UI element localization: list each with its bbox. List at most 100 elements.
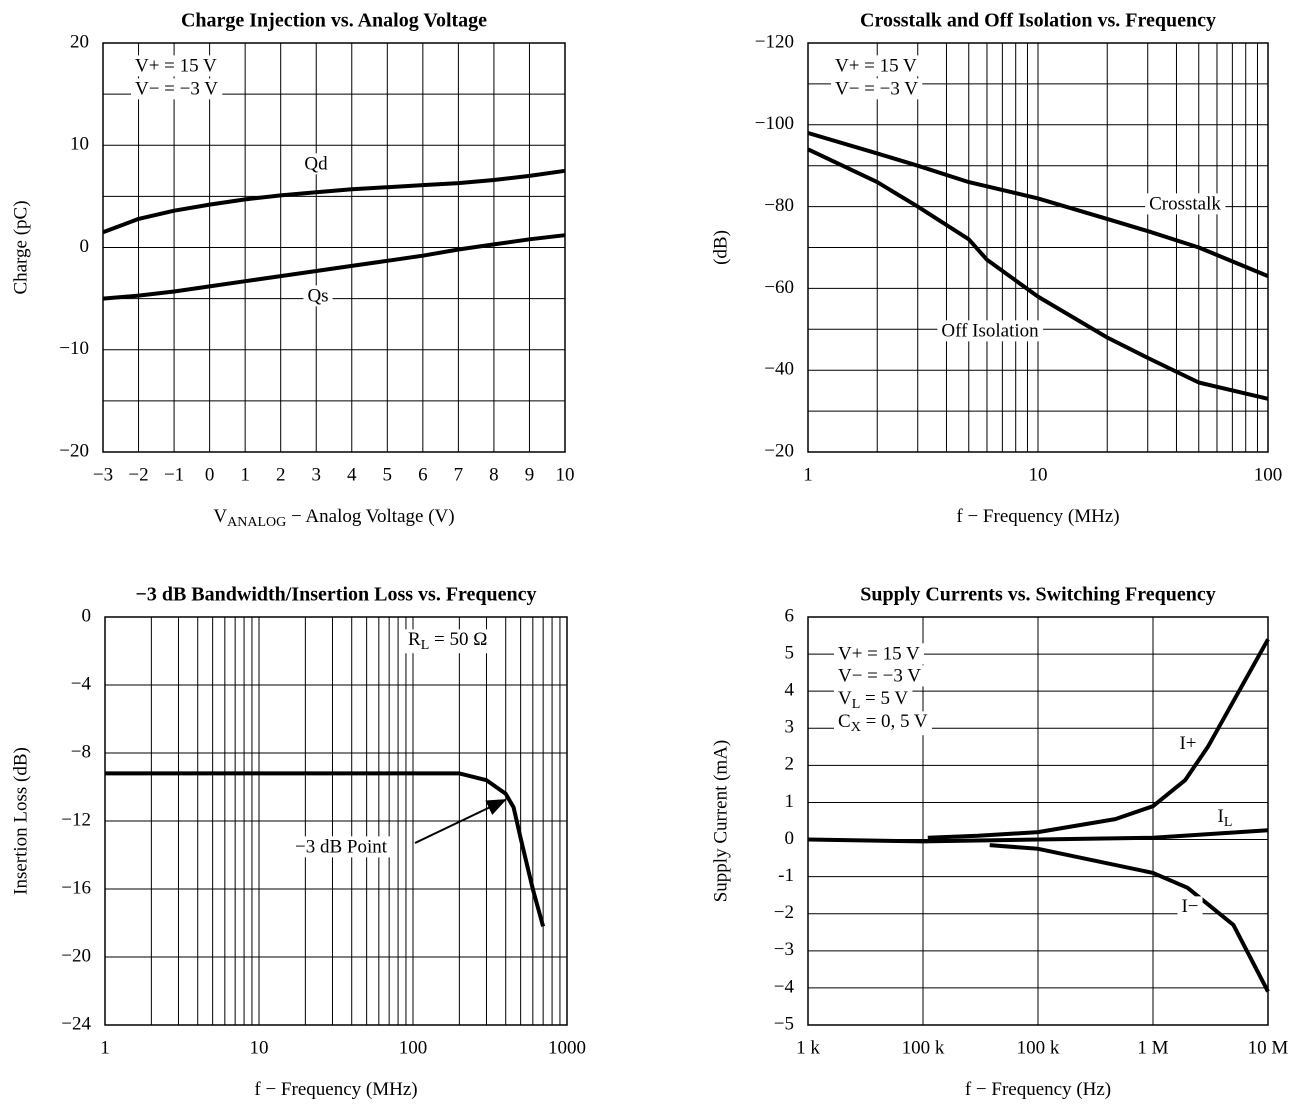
annotation: V− = −3 V (838, 665, 921, 686)
y-tick-label: −16 (61, 877, 91, 898)
label-background (831, 55, 922, 77)
y-tick-label: −5 (774, 1013, 794, 1034)
x-tick-label: 6 (418, 464, 428, 485)
y-tick-label: −10 (59, 338, 89, 359)
annotation-part: C (838, 711, 851, 732)
x-tick-label: 100 (399, 1037, 428, 1058)
x-tick-label: 100 (1254, 464, 1283, 485)
label-background (404, 629, 492, 654)
annotation-part: V (838, 688, 852, 709)
series-label: I+ (1179, 733, 1196, 754)
chart-title: −3 dB Bandwidth/Insertion Loss vs. Frequ… (135, 584, 536, 606)
label-background (834, 665, 926, 687)
label-background (303, 285, 333, 307)
annotation-part: = 50 Ω (429, 629, 487, 650)
annotation: V− = −3 V (835, 78, 918, 99)
y-tick-label: 0 (785, 828, 795, 849)
x-axis-label-part: − Analog Voltage (V) (286, 506, 454, 527)
label-background (1175, 733, 1201, 755)
x-tick-label: 8 (489, 464, 499, 485)
x-tick-label: 4 (347, 464, 357, 485)
label-background (131, 55, 222, 77)
annotation: CX = 0, 5 V (838, 711, 928, 735)
chart-title: Crosstalk and Off Isolation vs. Frequenc… (860, 10, 1216, 32)
x-tick-label: −1 (164, 464, 184, 485)
series-label-part: L (1224, 815, 1233, 830)
x-tick-label: 2 (276, 464, 286, 485)
y-tick-label: −12 (61, 809, 91, 830)
x-axis-label-part: ANALOG (227, 515, 286, 530)
series-label: Crosstalk (1149, 193, 1221, 214)
y-tick-label: −3 (774, 939, 794, 960)
series-line (807, 828, 1269, 844)
chart-title: Charge Injection vs. Analog Voltage (181, 10, 487, 32)
series-label-part: I (1218, 806, 1224, 827)
y-tick-label: 2 (785, 754, 795, 775)
annotation: RL = 50 Ω (408, 629, 487, 653)
x-tick-label: 0 (205, 464, 215, 485)
y-tick-label: −20 (764, 440, 794, 461)
label-background (834, 711, 932, 736)
series-line (102, 168, 566, 235)
plot-frame (807, 42, 1269, 453)
series-label: Qs (307, 285, 328, 306)
y-tick-label: −2 (774, 902, 794, 923)
y-tick-label: −24 (61, 1013, 91, 1034)
x-axis-label-part: f − Frequency (Hz) (965, 1079, 1111, 1100)
y-tick-label: 0 (82, 605, 92, 626)
x-tick-label: 10 (1029, 464, 1048, 485)
series-line (927, 638, 1270, 840)
x-tick-label: 7 (454, 464, 464, 485)
label-background (1177, 896, 1203, 918)
x-axis-label: f − Frequency (MHz) (956, 506, 1119, 527)
x-tick-label: 10 (556, 464, 575, 485)
y-tick-label: 10 (70, 134, 89, 155)
annotation-part: = 5 V (860, 688, 908, 709)
annotation-part: L (852, 697, 861, 712)
series-label: I− (1181, 896, 1198, 917)
x-tick-label: 100 k (902, 1037, 945, 1058)
y-tick-label: −120 (755, 31, 794, 52)
series-label: IL (1218, 806, 1233, 830)
y-tick-label: −4 (71, 673, 92, 694)
label-background (1145, 193, 1226, 215)
annotation: V− = −3 V (135, 78, 218, 99)
y-tick-label: −20 (61, 945, 91, 966)
series-line (807, 147, 1269, 401)
chart-title: Supply Currents vs. Switching Frequency (860, 584, 1215, 606)
series-label-part: I+ (1179, 733, 1196, 754)
x-tick-label: 1 (240, 464, 250, 485)
series-line (807, 131, 1269, 278)
x-tick-label: −2 (128, 464, 148, 485)
y-tick-label: -1 (778, 865, 794, 886)
label-background (834, 643, 925, 665)
x-tick-label: 10 (250, 1037, 269, 1058)
y-axis-label: Supply Current (mA) (710, 740, 731, 903)
x-tick-label: 5 (383, 464, 393, 485)
y-axis-label: (dB) (710, 230, 731, 265)
y-tick-label: −100 (755, 113, 794, 134)
y-axis-label: Charge (pC) (10, 200, 31, 294)
annotation: VL = 5 V (838, 688, 908, 712)
x-tick-label: 1 (100, 1037, 110, 1058)
plot-frame (102, 42, 566, 453)
annotation-part: L (421, 638, 430, 653)
x-tick-label: 100 k (1017, 1037, 1060, 1058)
y-tick-label: −40 (764, 359, 794, 380)
series-label: Qd (304, 153, 328, 174)
annotation-arrow (414, 799, 507, 844)
x-tick-label: 1 (803, 464, 813, 485)
y-tick-label: 0 (80, 236, 90, 257)
plot-frame (807, 616, 1269, 1026)
y-tick-label: 5 (785, 642, 795, 663)
series-line (105, 771, 546, 927)
x-tick-label: 9 (525, 464, 535, 485)
label-background (834, 688, 913, 713)
x-tick-label: 10 M (1248, 1037, 1289, 1058)
y-tick-label: 1 (785, 791, 795, 812)
label-background (831, 78, 923, 100)
y-tick-label: −20 (59, 440, 89, 461)
x-axis-label-part: V (213, 506, 227, 527)
series-line (102, 233, 566, 301)
